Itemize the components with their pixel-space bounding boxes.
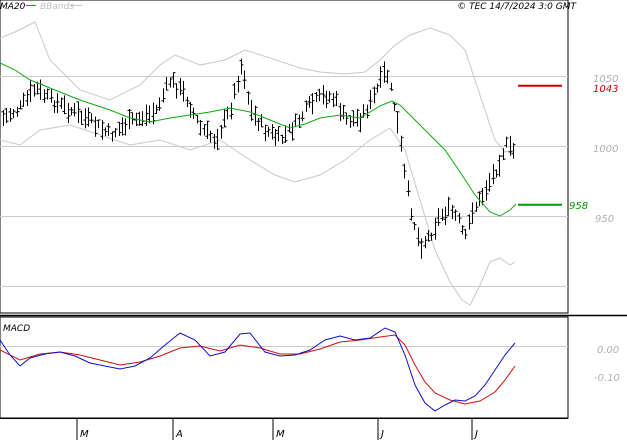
price-panel-frame bbox=[0, 0, 569, 314]
x-tick-m1: M bbox=[80, 429, 89, 440]
macd-y-tick-0: 0.00 bbox=[597, 345, 619, 356]
ma20-layer bbox=[0, 62, 517, 217]
price-levels bbox=[518, 84, 562, 206]
ma-legend-label: MA20 bbox=[0, 2, 26, 12]
x-tick-j1: J bbox=[379, 429, 384, 440]
ma20-line bbox=[0, 62, 517, 217]
y-tick-1050: 1050 bbox=[593, 74, 618, 85]
bbands-legend-label: BBands bbox=[40, 2, 74, 12]
support-label: 958 bbox=[569, 201, 588, 212]
x-tick-j2: J bbox=[473, 429, 478, 440]
gridlines bbox=[0, 76, 568, 347]
macd-line bbox=[0, 327, 516, 412]
y-tick-950: 950 bbox=[595, 214, 614, 225]
macd-y-tick-neg010: -0.10 bbox=[594, 373, 620, 384]
source-stamp: © TEC 14/7/2024 3:0 GMT bbox=[457, 2, 577, 12]
x-tick-m2: M bbox=[276, 429, 285, 440]
bollinger-bands bbox=[0, 21, 516, 306]
macd-layer bbox=[0, 327, 516, 412]
x-tick-a: A bbox=[175, 429, 183, 440]
price-bars bbox=[1, 58, 516, 259]
bband-upper-line bbox=[0, 21, 516, 153]
macd-panel-frame bbox=[0, 316, 569, 419]
y-tick-1000: 1000 bbox=[593, 144, 618, 155]
macd-signal-line bbox=[0, 334, 516, 405]
macd-title: MACD bbox=[3, 324, 30, 334]
bband-lower-line bbox=[0, 124, 516, 306]
resistance-label: 1043 bbox=[593, 84, 618, 95]
